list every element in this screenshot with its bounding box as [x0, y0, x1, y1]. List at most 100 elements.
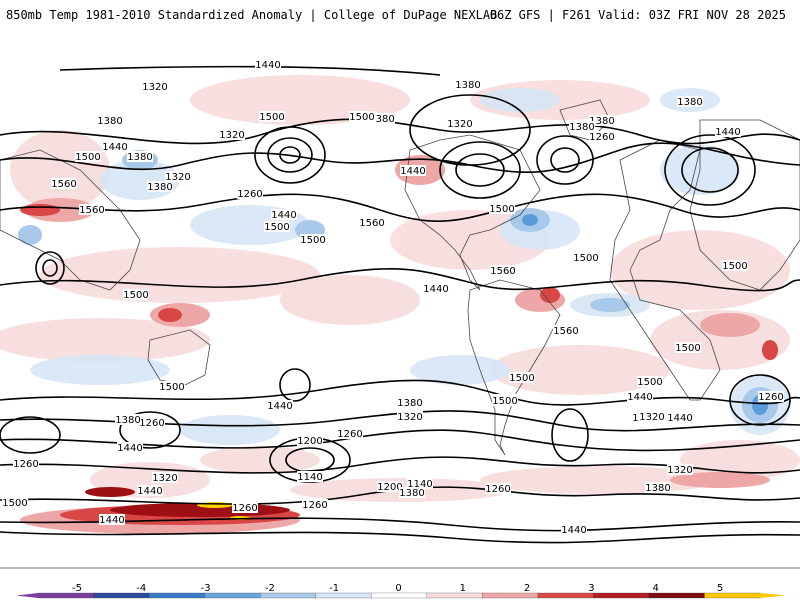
contour-label-text: 1440: [99, 515, 124, 526]
contour-label-text: 1500: [2, 498, 27, 509]
contour-label-text: 1500: [509, 373, 534, 384]
contour-label-text: 1440: [102, 142, 127, 153]
run-info: 06Z GFS | F261 Valid: 03Z FRI NOV 28 202…: [489, 8, 786, 22]
legend-swatch: [593, 592, 650, 599]
contour-label: 1260: [302, 499, 328, 511]
contour-label-text: 1260: [485, 484, 510, 495]
contour-label: 1320: [165, 171, 191, 183]
contour-label-text: 1500: [75, 152, 100, 163]
contour-label: 1200: [297, 435, 323, 447]
contour-label: 1380: [115, 414, 141, 426]
contour-label: 1140: [297, 471, 323, 483]
contour-label: 1440: [400, 165, 426, 177]
contour-label: 1380: [127, 151, 153, 163]
legend-tick-label: -3: [201, 584, 211, 594]
legend-tick-label: 1: [460, 584, 466, 594]
contour-label: 1440: [667, 412, 693, 424]
legend-tick-label: -5: [72, 584, 82, 594]
contour-label-text: 1440: [667, 413, 692, 424]
contour-label-text: 1320: [142, 82, 167, 93]
contour-label-text: 1260: [232, 503, 257, 514]
contour-label: 1500: [300, 234, 326, 246]
contour-label: 1500: [573, 252, 599, 264]
contour-label-text: 1440: [715, 127, 740, 138]
contour-label: 1500: [675, 342, 701, 354]
contour-label-text: 1380: [369, 114, 394, 125]
contour-label: 1320: [639, 411, 665, 423]
legend-tick-label: -4: [136, 584, 146, 594]
contour-label-text: 1380: [589, 116, 614, 127]
contour-label-text: 1440: [423, 284, 448, 295]
contour-label: 1500: [722, 260, 748, 272]
legend-tick-label: -1: [329, 584, 339, 594]
contour-label-text: 1440: [255, 60, 280, 71]
contour-label: 1500: [2, 497, 28, 509]
contour-label-text: 1380: [147, 182, 172, 193]
contour-closed: [409, 94, 531, 166]
contour-label-text: 1140: [297, 472, 322, 483]
contour-label: 1500: [75, 151, 101, 163]
contour-label-text: 1380: [115, 415, 140, 426]
contour-closed: [551, 408, 589, 462]
contour-label: 1320: [152, 472, 178, 484]
contour-label: 1500: [123, 289, 149, 301]
contour-label-text: 1320: [152, 473, 177, 484]
contour-line: [0, 517, 800, 532]
contour-label-text: 1380: [127, 152, 152, 163]
asia-west-coast: [0, 149, 141, 291]
contour-label: 1560: [553, 325, 579, 337]
contour-closed: [254, 126, 326, 184]
legend-swatch: [426, 592, 483, 599]
contour-label: 1380: [399, 487, 425, 499]
contour-label: 1560: [490, 265, 516, 277]
contour-label-text: 1440: [561, 525, 586, 536]
contour-line: [0, 429, 800, 452]
contour-label: 1380: [97, 115, 123, 127]
contour-line: [0, 193, 800, 222]
contour-label-text: 1440: [267, 401, 292, 412]
contour-line: [0, 486, 800, 505]
contour-closed: [42, 259, 58, 277]
contour-closed: [729, 374, 791, 426]
contour-closed: [279, 146, 301, 164]
contour-label-text: 1320: [639, 412, 664, 423]
contour-label-text: 1500: [675, 343, 700, 354]
contour-label-text: 1320: [219, 130, 244, 141]
contour-label-text: 1140: [407, 479, 432, 490]
contour-label-text: 1500: [264, 222, 289, 233]
contour-label: 1500: [637, 376, 663, 388]
contour-label: 1500: [259, 111, 285, 123]
legend-tick-label: 2: [524, 584, 530, 594]
legend-swatch: [704, 592, 761, 599]
contour-label-text: 1560: [79, 205, 104, 216]
contour-label: 1560: [79, 204, 105, 216]
contour-label-text: 1560: [490, 266, 515, 277]
contour-label-text: 1380: [455, 80, 480, 91]
europe-africa-coast: [609, 139, 721, 401]
contour-label: 1440: [271, 209, 297, 221]
contour-label-text: 1260: [302, 500, 327, 511]
contour-line: [0, 456, 800, 474]
header-bar: 850mb Temp 1981-2010 Standardized Anomal…: [0, 0, 800, 30]
legend-arrow-left: [16, 593, 38, 598]
contour-label: 1500: [264, 221, 290, 233]
contour-label-text: 1440: [627, 392, 652, 403]
greenland-coast: [559, 99, 611, 141]
legend-swatch: [315, 592, 372, 599]
contour-closed: [0, 416, 61, 454]
contour-label-text: 1380: [397, 398, 422, 409]
contour-closed: [35, 251, 65, 285]
contour-closed: [536, 135, 594, 185]
contour-label: 1500: [509, 372, 535, 384]
contour-label: 1260: [589, 131, 615, 143]
contour-label: 1200: [377, 481, 403, 493]
contour-label-text: 1440: [400, 166, 425, 177]
contour-label: 1500: [489, 203, 515, 215]
contour-label: 1380: [147, 181, 173, 193]
contour-label-text: 1380: [569, 122, 594, 133]
contour-label: 1260: [758, 391, 784, 403]
contour-label-text: 1260: [237, 189, 262, 200]
contour-label: 1380: [569, 121, 595, 133]
